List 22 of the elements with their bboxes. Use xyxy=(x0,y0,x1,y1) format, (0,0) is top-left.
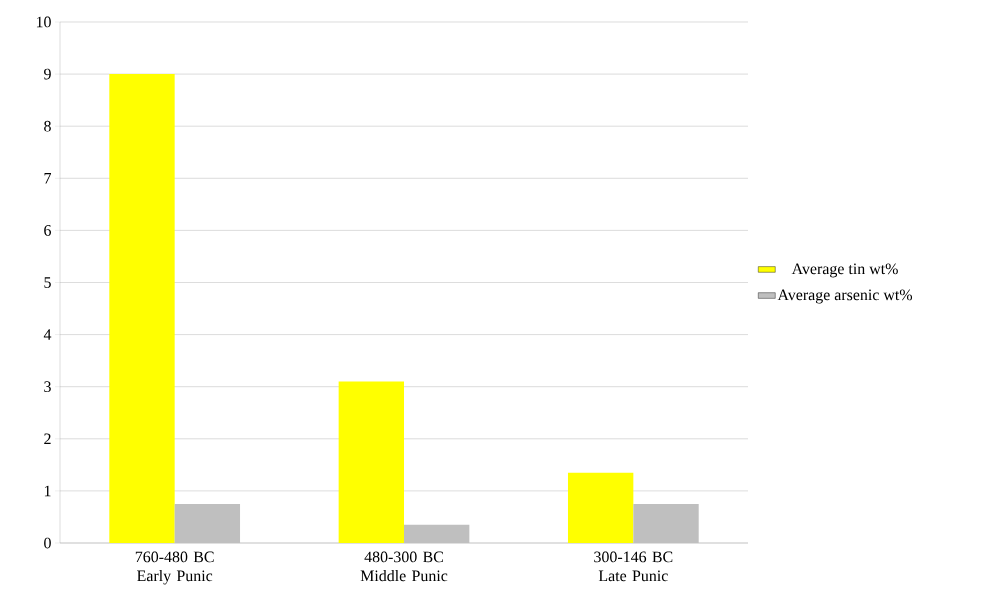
x-tick-label: 760-480 BC Early Punic xyxy=(135,551,214,585)
x-tick-label: 300-146 BC Late Punic xyxy=(594,551,673,582)
y-tick-label: 0 xyxy=(44,537,51,549)
y-tick-label: 10 xyxy=(36,16,51,28)
bar xyxy=(109,74,175,543)
legend-label: Average tin wt% xyxy=(791,263,898,278)
y-tick-label: 6 xyxy=(44,225,52,236)
x-tick-label: 480-300 BC Middle Punic xyxy=(360,551,448,582)
y-tick-label: 9 xyxy=(44,68,51,80)
bar xyxy=(633,503,699,543)
y-tick-label: 2 xyxy=(44,433,51,445)
y-tick-label: 8 xyxy=(44,120,51,132)
y-tick-label: 1 xyxy=(44,485,51,497)
bar xyxy=(338,381,404,543)
y-tick-label: 5 xyxy=(44,277,51,288)
bar xyxy=(567,472,634,543)
legend-label: Average arsenic wt% xyxy=(777,289,913,304)
y-tick-label: 7 xyxy=(44,173,52,184)
bar xyxy=(404,524,470,543)
y-tick-label: 3 xyxy=(44,381,51,393)
bar xyxy=(174,503,241,543)
y-tick-label: 4 xyxy=(43,329,52,340)
